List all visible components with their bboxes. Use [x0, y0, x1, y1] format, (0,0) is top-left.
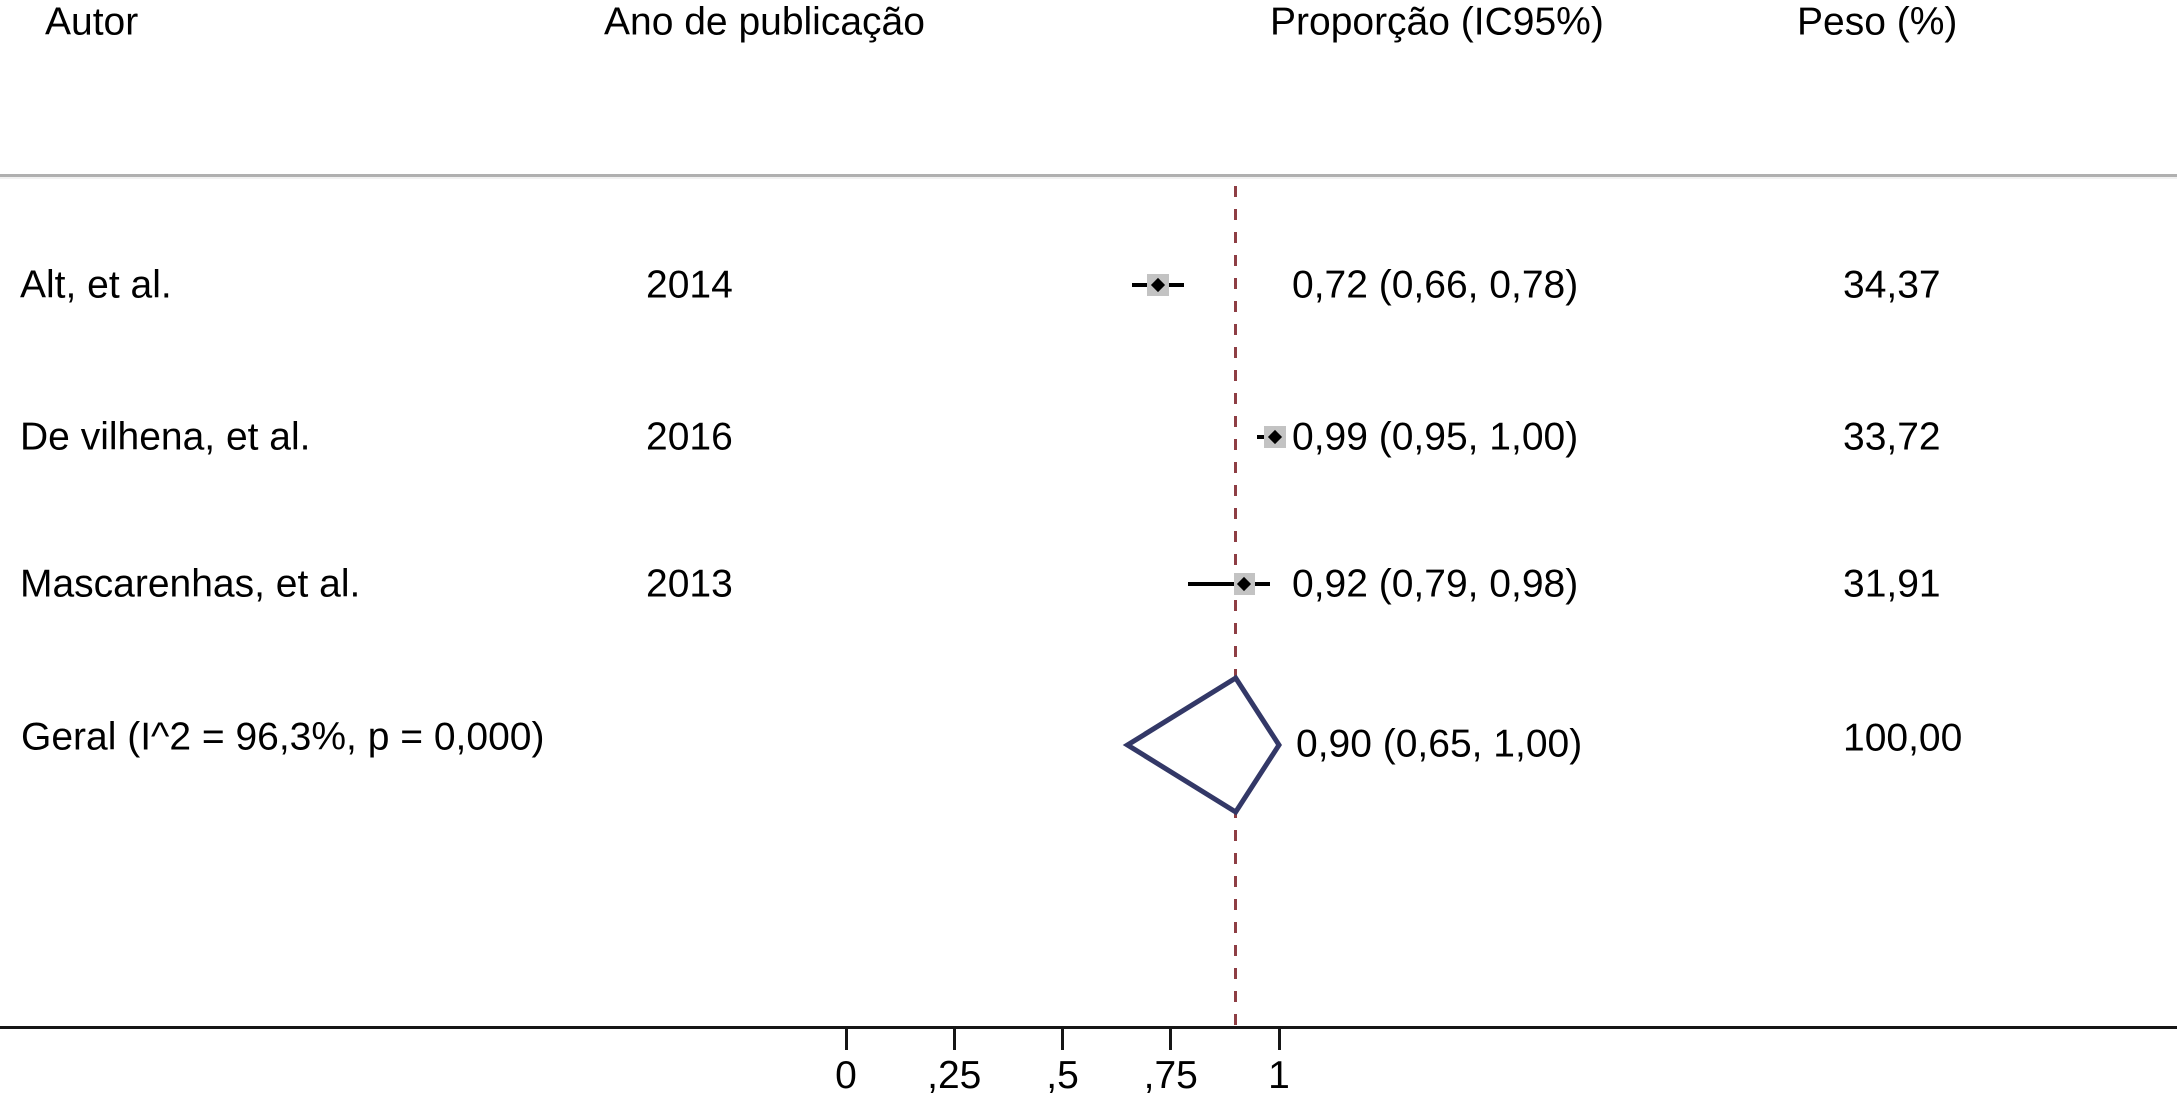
- reference-line: [1234, 186, 1238, 1026]
- overall-label: Geral (I^2 = 96,3%, p = 0,000): [21, 715, 545, 759]
- study-year: 2014: [646, 263, 733, 307]
- x-axis-tick-label: 0: [835, 1054, 857, 1097]
- x-axis-tick: [1061, 1029, 1064, 1050]
- column-header-effect: Proporção (IC95%): [1270, 0, 1604, 44]
- study-year: 2013: [646, 562, 733, 606]
- study-effect-value: 0,72 (0,66, 0,78): [1292, 263, 1579, 307]
- x-axis-line: [0, 1026, 2177, 1029]
- overall-effect-value: 0,90 (0,65, 1,00): [1296, 722, 1583, 766]
- x-axis-tick: [844, 1029, 848, 1050]
- x-axis-tick: [1169, 1029, 1173, 1050]
- study-effect-value: 0,92 (0,79, 0,98): [1292, 562, 1579, 606]
- column-header-author: Autor: [45, 0, 139, 44]
- study-effect-value: 0,99 (0,95, 1,00): [1292, 415, 1579, 459]
- x-axis-tick-label: ,25: [927, 1054, 982, 1097]
- study-author: Mascarenhas, et al.: [20, 562, 361, 606]
- confidence-interval-line: [1188, 582, 1271, 586]
- x-axis-tick-label: ,5: [1046, 1054, 1079, 1097]
- study-weight-value: 31,91: [1843, 562, 1941, 606]
- overall-weight-value: 100,00: [1843, 716, 1963, 760]
- study-year: 2016: [646, 415, 733, 459]
- study-author: Alt, et al.: [20, 263, 172, 307]
- x-axis-tick-label: ,75: [1143, 1054, 1198, 1097]
- column-header-year: Ano de publicação: [604, 0, 925, 44]
- overall-diamond-shape: [1122, 674, 1282, 816]
- study-weight-value: 33,72: [1843, 415, 1941, 459]
- study-weight-value: 34,37: [1843, 263, 1941, 307]
- x-axis-tick-label: 1: [1268, 1054, 1290, 1097]
- header-separator-line: [0, 174, 2177, 179]
- x-axis-tick: [1277, 1029, 1281, 1050]
- column-header-weight: Peso (%): [1797, 0, 1958, 44]
- study-author: De vilhena, et al.: [20, 415, 311, 459]
- x-axis-tick: [952, 1029, 956, 1050]
